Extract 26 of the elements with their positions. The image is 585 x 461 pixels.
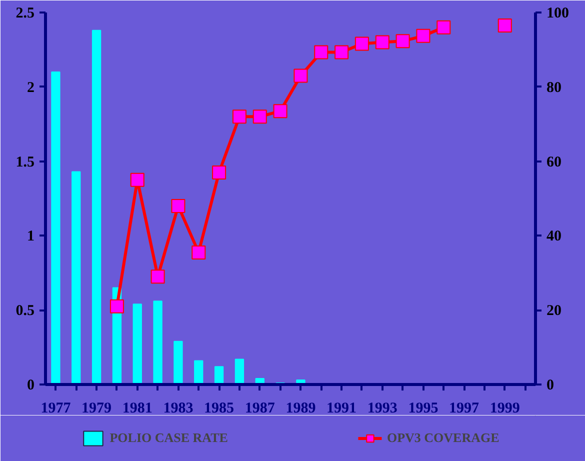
x-tick-label: 1993 bbox=[367, 400, 398, 416]
x-tick-label: 1999 bbox=[490, 400, 520, 416]
x-tick-label: 1991 bbox=[326, 400, 357, 416]
x-tick-label: 1989 bbox=[286, 400, 316, 416]
y2-tick-label: 60 bbox=[546, 154, 562, 170]
y-tick-label: 0.5 bbox=[16, 303, 34, 320]
x-tick-label: 1977 bbox=[40, 400, 72, 416]
y2-tick-label: 40 bbox=[546, 228, 562, 245]
x-tick-label: 1985 bbox=[204, 400, 234, 416]
y-tick-label: 2 bbox=[27, 80, 34, 96]
legend-label: OPV3 COVERAGE bbox=[386, 430, 500, 446]
legend-label: POLIO CASE RATE bbox=[110, 430, 228, 446]
y-tick-label: 1 bbox=[27, 228, 34, 245]
x-tick-label: 1983 bbox=[163, 400, 194, 416]
y-tick-label: 1.5 bbox=[16, 154, 34, 170]
y2-tick-label: 20 bbox=[546, 303, 562, 320]
x-tick-label: 1981 bbox=[122, 400, 152, 416]
y2-tick-label: 80 bbox=[546, 80, 562, 96]
x-tick-label: 1995 bbox=[408, 400, 438, 416]
x-tick-label: 1979 bbox=[82, 400, 112, 416]
x-tick-label: 1987 bbox=[244, 400, 276, 416]
y2-tick-label: 0 bbox=[546, 378, 554, 394]
x-tick-label: 1997 bbox=[449, 400, 480, 416]
y-tick-label: 2.5 bbox=[16, 6, 34, 22]
y-tick-label: 0 bbox=[27, 378, 34, 394]
y2-tick-label: 100 bbox=[546, 6, 569, 22]
